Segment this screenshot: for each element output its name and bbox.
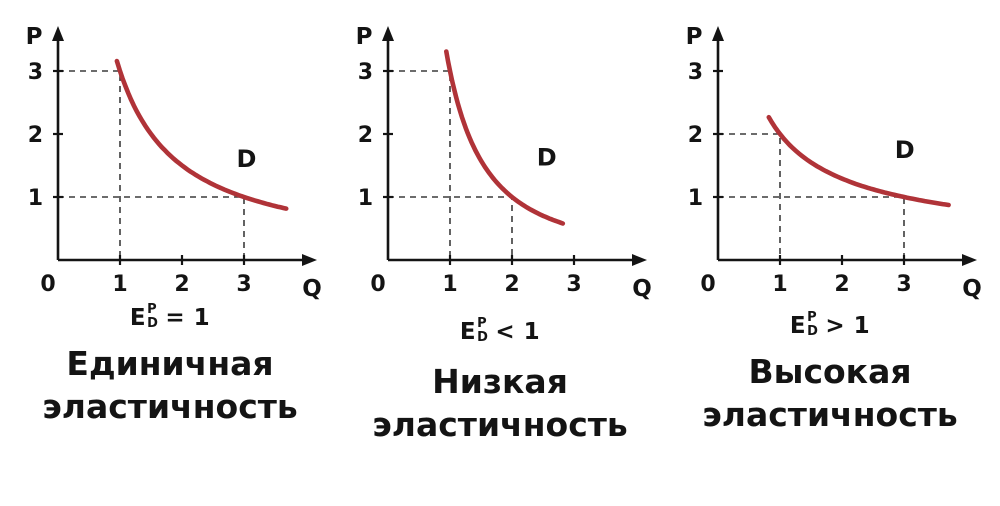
x-tick-label: 0 — [370, 272, 385, 297]
x-tick-label: 1 — [772, 272, 787, 297]
chart-caption: Высокая эластичность — [702, 351, 958, 437]
caption-line-2: эластичность — [702, 395, 958, 435]
formula-base: E — [459, 318, 477, 345]
x-tick-label: 3 — [566, 272, 581, 297]
formula-superscript: P — [477, 316, 488, 331]
formula-subscript: D — [477, 329, 489, 345]
x-tick-label: 3 — [896, 272, 911, 297]
formula-subscript: D — [147, 315, 159, 331]
y-tick-label: 1 — [688, 186, 703, 211]
x-tick-label: 3 — [236, 272, 251, 297]
x-tick-label: 1 — [442, 272, 457, 297]
y-axis-arrow-icon — [52, 26, 64, 41]
formula-subscript: D — [807, 323, 819, 339]
x-axis-label: Q — [302, 276, 322, 302]
caption-line-2: эластичность — [372, 405, 628, 445]
formula-relation: > 1 — [825, 312, 871, 339]
demand-curve — [766, 114, 951, 208]
y-axis-label: P — [356, 24, 373, 50]
y-axis-label: P — [26, 24, 43, 50]
demand-chart-low: 0 1 2 3 1 2 3 P Q D — [356, 24, 652, 302]
guide-dashed-line — [388, 70, 451, 260]
y-tick-label: 2 — [28, 123, 43, 148]
x-axis-arrow-icon — [962, 254, 977, 266]
caption-line-2: эластичность — [42, 387, 298, 427]
elasticity-formula: E P D < 1 — [459, 317, 541, 345]
x-tick-label: 2 — [834, 272, 849, 297]
demand-curve-label: D — [537, 144, 557, 172]
formula-superscript: P — [807, 310, 818, 325]
formula-base: E — [789, 312, 807, 339]
elasticity-formula: E P D = 1 — [129, 303, 211, 331]
x-tick-label: 2 — [504, 272, 519, 297]
y-tick-label: 1 — [358, 186, 373, 211]
x-tick-label: 0 — [700, 272, 715, 297]
y-axis-arrow-icon — [382, 26, 394, 41]
caption-line-1: Высокая — [748, 352, 912, 392]
caption-line-1: Низкая — [432, 362, 568, 402]
demand-curve-label: D — [895, 136, 915, 164]
formula-base: E — [129, 304, 147, 331]
y-tick-label: 3 — [688, 60, 703, 85]
x-axis-arrow-icon — [302, 254, 317, 266]
guide-dashed-line — [58, 196, 245, 260]
demand-chart-unit: 0 1 2 3 1 2 3 P Q D — [26, 24, 322, 302]
y-tick-label: 2 — [688, 123, 703, 148]
chart-caption: Единичная эластичность — [42, 343, 298, 429]
guide-dashed-line — [58, 70, 121, 260]
y-tick-label: 2 — [358, 123, 373, 148]
formula-relation: < 1 — [495, 318, 541, 345]
x-axis-label: Q — [632, 276, 652, 302]
x-tick-label: 2 — [174, 272, 189, 297]
caption-line-1: Единичная — [66, 344, 274, 384]
demand-chart-high: 0 1 2 3 1 2 3 P Q D — [686, 24, 982, 302]
chart-caption: Низкая эластичность — [372, 361, 628, 447]
y-axis-label: P — [686, 24, 703, 50]
x-axis-label: Q — [962, 276, 982, 302]
y-tick-label: 1 — [28, 186, 43, 211]
y-axis-arrow-icon — [712, 26, 724, 41]
x-tick-label: 0 — [40, 272, 55, 297]
guide-dashed-line — [718, 196, 905, 260]
x-axis-arrow-icon — [632, 254, 647, 266]
demand-curve-label: D — [237, 145, 257, 173]
formula-superscript: P — [147, 302, 158, 317]
demand-curve — [114, 58, 289, 211]
elasticity-formula: E P D > 1 — [789, 311, 871, 339]
guide-dashed-line — [388, 196, 513, 260]
x-tick-label: 1 — [112, 272, 127, 297]
y-tick-label: 3 — [358, 60, 373, 85]
demand-curve — [444, 49, 566, 226]
guide-dashed-line — [718, 133, 781, 260]
formula-relation: = 1 — [165, 304, 211, 331]
y-tick-label: 3 — [28, 60, 43, 85]
